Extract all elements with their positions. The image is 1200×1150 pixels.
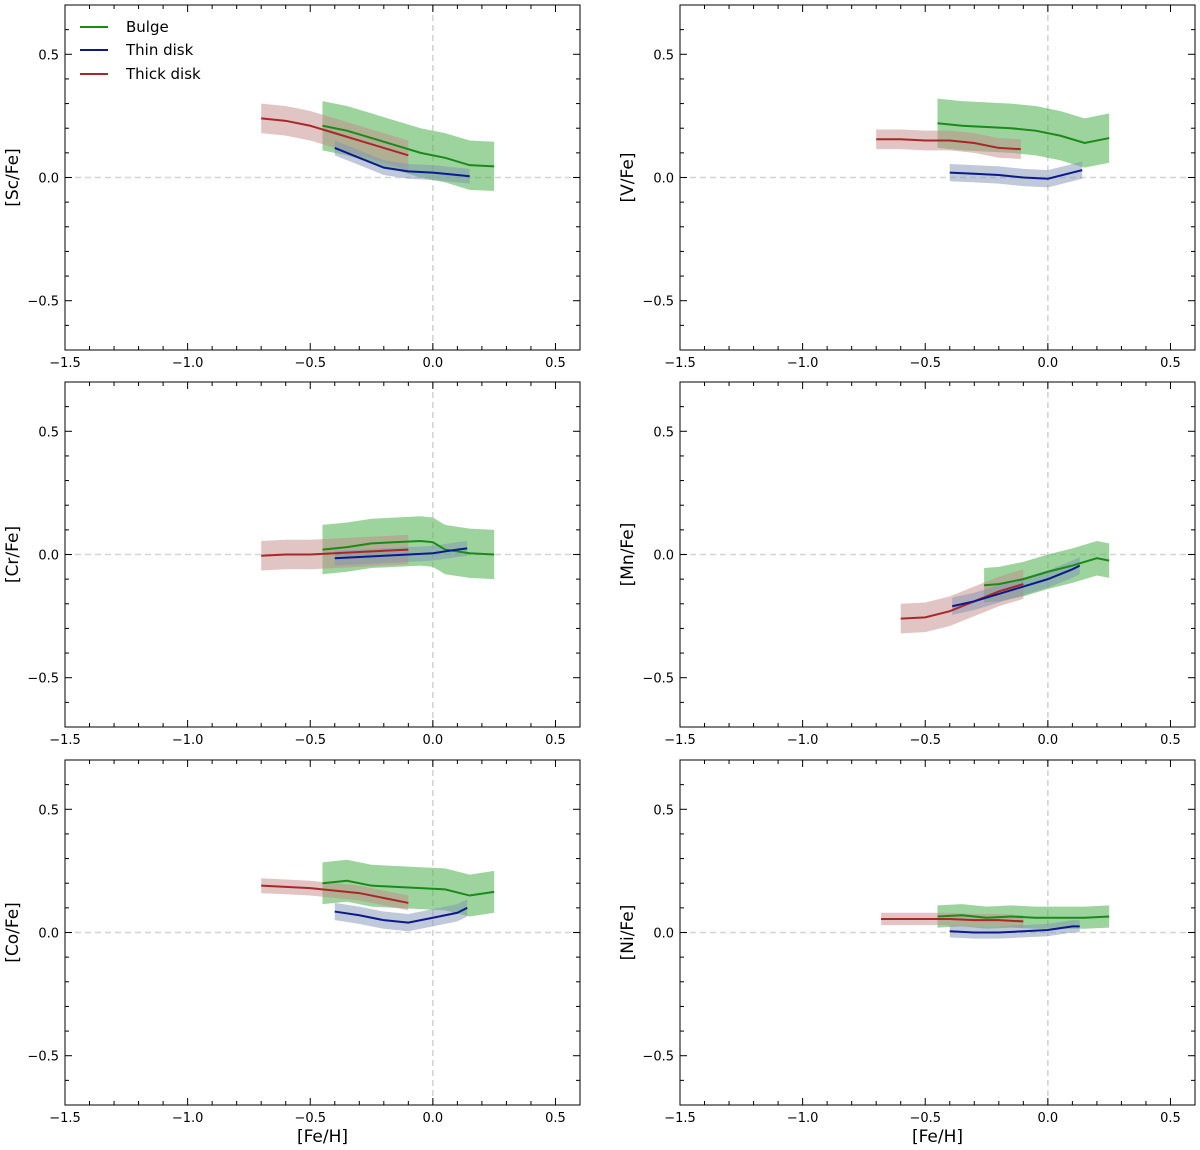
x-tick-label: −1.0 [172, 356, 204, 371]
series-line-thin-disk [951, 564, 1081, 608]
y-tick-label: 0.5 [653, 803, 674, 818]
series-line-thick-disk [876, 138, 1021, 151]
x-tick-label: −1.5 [49, 733, 81, 748]
series-line-thin-disk [334, 547, 468, 560]
x-tick-label: 0.5 [545, 1111, 566, 1126]
x-tick-label: −1.0 [172, 1111, 204, 1126]
x-tick-label: 0.0 [423, 1111, 444, 1126]
series-line-thick-disk [261, 884, 409, 904]
panel-cr-fe: −1.5 −1.0 −0.5 0.0 0.5 −0.5 0.0 0.5 [Cr/Fe] [3, 381, 581, 748]
axes-frame [679, 4, 1196, 351]
series-line-thin-disk [334, 906, 468, 924]
band-thin-disk [949, 161, 1083, 188]
y-axis-label: [Co/Fe] [3, 902, 23, 963]
x-tick-label: −1.5 [664, 733, 696, 748]
y-axis-label: [Mn/Fe] [618, 523, 638, 587]
y-axis-label: [Cr/Fe] [3, 526, 23, 583]
x-tick-label: 0.5 [545, 733, 566, 748]
legend-label-thick-disk: Thick disk [125, 65, 201, 83]
axes-frame [679, 381, 1196, 728]
y-axis-label: [Sc/Fe] [3, 148, 23, 206]
y-tick-label: 0.0 [38, 927, 59, 942]
panel-ni-fe: −1.5 −1.0 −0.5 0.0 0.5 −0.5 0.0 0.5 [Ni/Fe] [Fe/H… [618, 759, 1196, 1147]
series-line-bulge [984, 557, 1110, 587]
x-tick-label: −1.5 [664, 356, 696, 371]
x-tick-label: 0.0 [423, 733, 444, 748]
panel-mn-fe: −1.5 −1.0 −0.5 0.0 0.5 −0.5 0.0 0.5 [Mn/Fe] [618, 381, 1196, 748]
x-tick-label: −0.5 [294, 356, 326, 371]
panel-co-fe: −1.5 −1.0 −0.5 0.0 0.5 −0.5 0.0 0.5 [Co/Fe] [Fe/H… [3, 759, 581, 1147]
series-line-thick-disk [881, 917, 1024, 923]
y-tick-label: −0.5 [27, 295, 59, 310]
panels: −1.5 −1.0 −0.5 0.0 0.5−0.50.00.5[Sc/Fe]−1.5−… [3, 4, 1196, 1147]
band-thin-disk [334, 540, 468, 566]
series-line-bulge [937, 122, 1110, 145]
series-line-bulge [322, 539, 495, 556]
y-tick-label: 0.5 [38, 48, 59, 63]
y-tick-label: 0.0 [653, 927, 674, 942]
x-tick-label: 0.0 [1038, 733, 1059, 748]
x-tick-label: 0.0 [1038, 356, 1059, 371]
band-thick-disk [881, 912, 1024, 928]
y-tick-label: −0.5 [642, 295, 674, 310]
x-tick-label: −1.0 [787, 1111, 819, 1126]
x-tick-label: −1.5 [49, 356, 81, 371]
series-line-thick-disk [900, 583, 1024, 620]
y-tick-label: 0.5 [653, 48, 674, 63]
x-tick-label: 0.5 [545, 356, 566, 371]
panel-v-fe: −1.5 −1.0 −0.5 0.0 0.5 −0.5 0.0 0.5 [V/Fe] [618, 4, 1196, 371]
y-tick-label: 0.5 [38, 803, 59, 818]
y-axis-label: [V/Fe] [618, 153, 638, 203]
y-tick-label: 0.0 [653, 549, 674, 564]
x-tick-label: 0.0 [1038, 1111, 1059, 1126]
band-thin-disk [334, 899, 468, 932]
y-tick-label: −0.5 [27, 672, 59, 687]
series-line-bulge [937, 914, 1110, 919]
x-tick-label: 0.5 [1160, 1111, 1181, 1126]
x-tick-label: −0.5 [294, 733, 326, 748]
series-line-bulge [322, 879, 495, 897]
y-tick-label: 0.5 [653, 425, 674, 440]
series-line-thick-disk [261, 548, 409, 557]
legend-label-bulge: Bulge [126, 18, 169, 36]
x-tick-label: 0.5 [1160, 733, 1181, 748]
y-tick-label: −0.5 [642, 1050, 674, 1065]
x-tick-label: −1.0 [787, 356, 819, 371]
x-tick-label: −0.5 [909, 356, 941, 371]
x-tick-label: −0.5 [909, 1111, 941, 1126]
x-tick-label: −1.0 [172, 733, 204, 748]
band-thick-disk [876, 129, 1021, 160]
band-thick-disk [261, 103, 409, 171]
x-tick-label: −0.5 [909, 733, 941, 748]
axes-frame [64, 759, 581, 1106]
band-thin-disk [949, 920, 1080, 939]
series-line-thin-disk [949, 169, 1083, 180]
series-line-thin-disk [949, 925, 1080, 934]
x-tick-label: 0.5 [1160, 356, 1181, 371]
y-tick-label: 0.0 [38, 549, 59, 564]
x-tick-label: −1.5 [664, 1111, 696, 1126]
y-tick-label: 0.5 [38, 425, 59, 440]
x-tick-label: −1.0 [787, 733, 819, 748]
band-thick-disk [261, 878, 409, 911]
y-tick-label: −0.5 [642, 672, 674, 687]
y-tick-label: 0.0 [38, 172, 59, 187]
y-tick-label: 0.0 [653, 172, 674, 187]
x-tick-label: 0.0 [423, 356, 444, 371]
legend-label-thin-disk: Thin disk [125, 41, 194, 59]
y-tick-label: −0.5 [27, 1050, 59, 1065]
panel-sc-fe: −1.5 −1.0 −0.5 0.0 0.5 −0.5 0.0 0.5 [Sc/Fe] [3, 4, 581, 371]
x-tick-label: −1.5 [49, 1111, 81, 1126]
axes-frame [679, 759, 1196, 1106]
series-line-bulge [322, 124, 495, 168]
x-axis-label: [Fe/H] [297, 1127, 348, 1147]
series-line-thin-disk [334, 147, 470, 178]
x-tick-label: −0.5 [294, 1111, 326, 1126]
series-line-thick-disk [261, 117, 409, 157]
y-axis-label: [Ni/Fe] [618, 905, 638, 961]
x-axis-label: [Fe/H] [912, 1127, 963, 1147]
legend: Bulge Thin disk Thick disk [80, 18, 201, 83]
